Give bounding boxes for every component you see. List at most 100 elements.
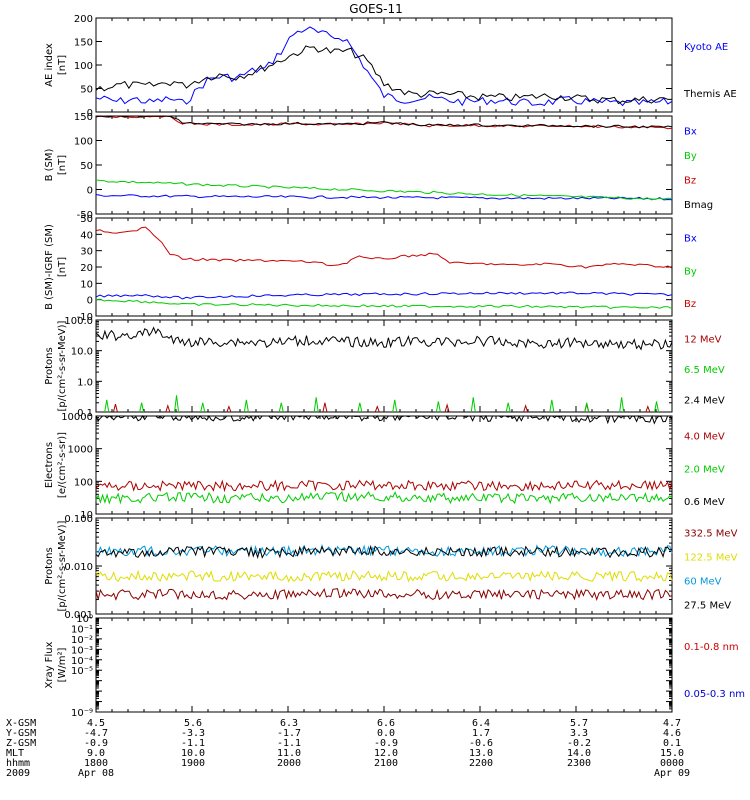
legend-label: Bz: [684, 176, 696, 187]
series-4-0-mev: [95, 479, 673, 493]
data-point: [357, 402, 363, 413]
y-tick-label: 0.100: [64, 514, 93, 525]
ephem-label: hhmm: [6, 758, 30, 769]
y-axis-label: [p/(cm²-s-sr-MeV)]: [57, 320, 68, 411]
series-by: [95, 179, 673, 201]
y-axis-label: [e/(cm²-s-sr)]: [57, 432, 68, 498]
legend-label: 4.0 MeV: [684, 432, 725, 443]
ephem-label: Z-GSM: [6, 738, 36, 749]
y-axis-label: B (SM)-IGRF (SM): [44, 224, 55, 310]
legend-label: Bmag: [684, 200, 713, 211]
series-2-4-mev: [95, 326, 673, 351]
ephem-label: Y-GSM: [6, 728, 36, 739]
ephem-value: -3.3: [181, 728, 205, 739]
legend-label: 0.1-0.8 nm: [684, 642, 739, 653]
panel-1: 0 50 100 150 200 AE index [nT] Kyoto AE Themis A…: [44, 14, 737, 119]
y-tick-label: 30: [80, 247, 93, 258]
ephem-value: 12.0: [374, 748, 398, 759]
series-by: [95, 298, 673, 310]
y-tick-label: 1.0: [77, 377, 93, 388]
y-tick-label: 0: [87, 108, 93, 119]
data-point: [139, 402, 145, 413]
legend-label: By: [684, 266, 697, 277]
ephem-value: 9.0: [87, 748, 105, 759]
ephem-value: 4.7: [663, 718, 681, 729]
legend-label: 332.5 MeV: [684, 528, 738, 539]
ephem-label: 2009: [6, 768, 30, 779]
data-point: [322, 402, 328, 413]
panel-frame: [95, 217, 673, 317]
ephem-value: -1.1: [181, 738, 205, 749]
y-tick-label: 0: [87, 186, 93, 197]
data-point: [523, 404, 529, 413]
y-axis-label: [W/m²]: [57, 647, 68, 682]
data-point: [392, 399, 398, 413]
series-12-mev: [112, 402, 651, 413]
ephem-value: 0.1: [663, 738, 681, 749]
series-6-5-mev: [104, 395, 660, 413]
y-axis-label: Xray Flux: [44, 641, 55, 688]
plot-title: GOES-11: [349, 2, 403, 16]
data-point: [584, 402, 590, 413]
y-tick-label: 10⁻⁵: [71, 666, 93, 677]
ephem-value: 10.0: [181, 748, 205, 759]
panel-frame: [95, 319, 673, 413]
ephem-value: 5.6: [184, 718, 202, 729]
y-axis-label: Protons: [44, 347, 55, 384]
y-tick-label: 1000: [68, 445, 93, 456]
ephem-value: 1.7: [472, 728, 490, 739]
legend-label: Bx: [684, 127, 697, 138]
panel-5: 10 100 1000 10000 Electrons [e/(cm²-s-sr)] 4.0…: [44, 412, 725, 521]
series-bx: [95, 194, 673, 201]
y-axis-label: [nT]: [57, 257, 68, 277]
y-tick-label: 50: [80, 161, 93, 172]
ephem-value: 2100: [374, 758, 398, 769]
legend-label: 27.5 MeV: [684, 600, 731, 611]
ephem-value: 1900: [181, 758, 205, 769]
data-point: [313, 397, 319, 413]
ephem-value: 6.6: [377, 718, 395, 729]
data-point: [104, 399, 110, 413]
ephem-value: Apr 09: [654, 768, 690, 779]
y-tick-label: 20: [80, 263, 93, 274]
y-tick-label: 10⁻⁴: [71, 656, 93, 667]
data-point: [243, 399, 249, 413]
data-point: [654, 401, 660, 413]
series-27-5-mev: [95, 544, 673, 560]
y-tick-label: 150: [74, 112, 93, 123]
legend-label: By: [684, 151, 697, 162]
y-axis-label: B (SM): [44, 148, 55, 181]
data-point: [200, 402, 206, 413]
data-point: [645, 405, 651, 413]
ephem-value: 2000: [277, 758, 301, 769]
y-axis-label: [p/(cm²-s-sr-MeV)]: [57, 520, 68, 611]
legend-label: Bz: [684, 299, 696, 310]
legend-label: 12 MeV: [684, 334, 722, 345]
panel-frame: [95, 617, 673, 713]
ephem-value: -0.2: [567, 738, 591, 749]
ephem-value: -1.7: [277, 728, 301, 739]
ephem-value: 6.3: [280, 718, 298, 729]
y-tick-label: 50: [80, 85, 93, 96]
y-tick-label: 150: [74, 38, 93, 49]
legend-label: 2.0 MeV: [684, 464, 725, 475]
ephem-label: X-GSM: [6, 718, 36, 729]
y-axis-label: [nT]: [57, 155, 68, 175]
panel-frame: [95, 115, 673, 215]
y-tick-label: 40: [80, 230, 93, 241]
series-2-0-mev: [95, 490, 673, 505]
ephem-value: -1.1: [277, 738, 301, 749]
data-point: [174, 395, 180, 413]
y-tick-label: 0: [87, 296, 93, 307]
y-axis-label: Protons: [44, 547, 55, 584]
ephem-value: Apr 08: [78, 768, 114, 779]
legend-label: 0.6 MeV: [684, 497, 725, 508]
y-tick-label: 10⁻¹: [71, 624, 93, 635]
legend-label: Bx: [684, 234, 697, 245]
data-point: [444, 403, 450, 413]
ephem-value: 15.0: [660, 748, 684, 759]
ephem-value: 2200: [469, 758, 493, 769]
y-tick-label: -10: [77, 312, 93, 323]
